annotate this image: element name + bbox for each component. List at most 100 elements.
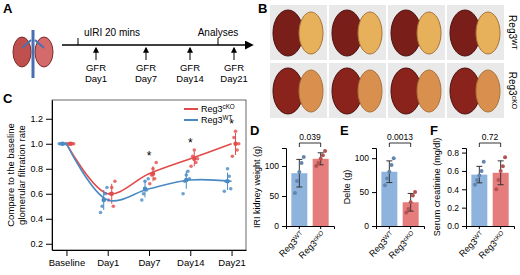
tick-mark — [500, 226, 501, 229]
tick-mark — [282, 226, 286, 227]
legend-label-sup: WT — [223, 114, 233, 121]
y-label: Serum creatinine (mg/dl) — [432, 138, 442, 237]
axis-line — [377, 227, 425, 230]
axis: 0.00.20.40.60.8 — [447, 148, 466, 231]
tick-label-sup: WT — [381, 229, 393, 241]
data-point — [475, 178, 479, 182]
error-cap — [386, 182, 392, 183]
data-point — [385, 177, 389, 181]
kidney-photo — [417, 70, 441, 112]
tick: 0 — [364, 221, 376, 231]
tick-label: 0 — [364, 221, 369, 231]
photo-bg — [270, 5, 327, 60]
data-point — [383, 183, 387, 187]
data-point — [223, 189, 227, 193]
y-label-line: glomerular filtration rate — [16, 125, 27, 225]
data-point — [499, 169, 503, 173]
data-point — [316, 161, 320, 165]
tick-label: Reg3cKO — [296, 229, 328, 261]
significance-bracket — [299, 143, 320, 147]
tick: Reg3cKO — [296, 226, 328, 261]
axis-line — [282, 149, 287, 227]
data-point — [112, 204, 116, 208]
tick-mark — [372, 192, 376, 193]
tick-mark — [46, 244, 52, 245]
legend-swatch — [184, 108, 198, 110]
timepoint-line: Day7 — [135, 73, 157, 84]
tick-mark — [232, 250, 233, 256]
data-point — [390, 163, 394, 167]
timepoint-label: GFRDay1 — [85, 62, 107, 84]
tick: 0.4 — [30, 214, 52, 224]
data-point — [411, 193, 415, 197]
tick: Day14 — [177, 250, 204, 268]
panel-label: B — [258, 1, 267, 16]
trend-line — [66, 144, 231, 201]
data-point — [140, 198, 144, 202]
significance-mark: * — [188, 136, 193, 150]
tick-mark — [149, 250, 150, 256]
tick-mark — [46, 169, 52, 170]
kidney-photo — [476, 70, 500, 112]
photo-bg — [270, 63, 327, 118]
axis-line — [287, 227, 335, 230]
timepoint-label: GFRDay21 — [220, 62, 247, 84]
data-point — [494, 187, 498, 191]
chart-E: 050100Reg3WTReg3cKODelte (g)0.0013 — [342, 132, 425, 261]
legend-label: Reg3cKO — [201, 103, 235, 115]
tick-label: 0.4 — [447, 185, 459, 195]
photo-bg — [329, 5, 386, 60]
tick-mark — [462, 226, 466, 227]
tick-mark — [46, 119, 52, 120]
mean-point — [68, 142, 72, 146]
figure: uIRI 20 minsAnalysesGFRDay1GFRDay7GFRDay… — [0, 0, 520, 275]
error-cap — [386, 160, 392, 161]
tick: 0.8 — [30, 164, 52, 174]
trend-line — [66, 144, 231, 194]
tick-label: Day14 — [177, 257, 204, 268]
tick-mark — [282, 166, 286, 167]
tick: 0.2 — [30, 239, 52, 249]
mean-point — [60, 142, 64, 146]
tick: 0.8 — [447, 148, 466, 158]
data-point — [148, 182, 152, 186]
kidney-photo — [358, 70, 382, 112]
tick-label: 0.8 — [30, 164, 43, 174]
data-point — [482, 160, 486, 164]
axis: 050100 — [355, 149, 377, 232]
tick: Day21 — [218, 250, 245, 268]
significance-mark: * — [147, 149, 152, 163]
plot-area — [57, 129, 240, 214]
tick: Baseline — [49, 250, 85, 268]
panel-label: A — [3, 1, 13, 16]
tick-label: 0.8 — [447, 148, 459, 158]
event-tick — [218, 38, 219, 45]
data-point — [501, 164, 505, 168]
event-label: uIRI 20 mins — [84, 27, 140, 38]
tick-mark — [462, 171, 466, 172]
tick-mark — [299, 226, 300, 229]
axis: 0.20.40.60.81.01.2 — [30, 101, 52, 251]
photo-grid: Reg3WTReg3cKO — [270, 5, 519, 118]
data-point — [406, 207, 410, 211]
tick-label: 100 — [265, 161, 279, 171]
tick: 1.0 — [30, 139, 52, 149]
row-label-sup: cKO — [512, 96, 519, 110]
data-point — [413, 190, 417, 194]
data-point — [300, 161, 304, 165]
y-label-line: Compare to the baseline — [5, 123, 16, 227]
data-point — [302, 155, 306, 159]
tick: 0.6 — [447, 166, 466, 176]
error-cap — [498, 184, 504, 185]
tick: 0.6 — [30, 189, 52, 199]
row-label: Reg3WT — [507, 15, 519, 51]
kidney-photo — [417, 12, 441, 54]
legend-label: Reg3WT — [201, 114, 232, 126]
tick-mark — [410, 226, 411, 229]
timepoint-tick — [146, 48, 147, 60]
tick-label: 0.6 — [30, 189, 43, 199]
tick-label-sup: cKO — [401, 229, 415, 243]
tick-mark — [46, 144, 52, 145]
tick-label-sup: WT — [291, 229, 303, 241]
plot-area — [381, 156, 418, 226]
